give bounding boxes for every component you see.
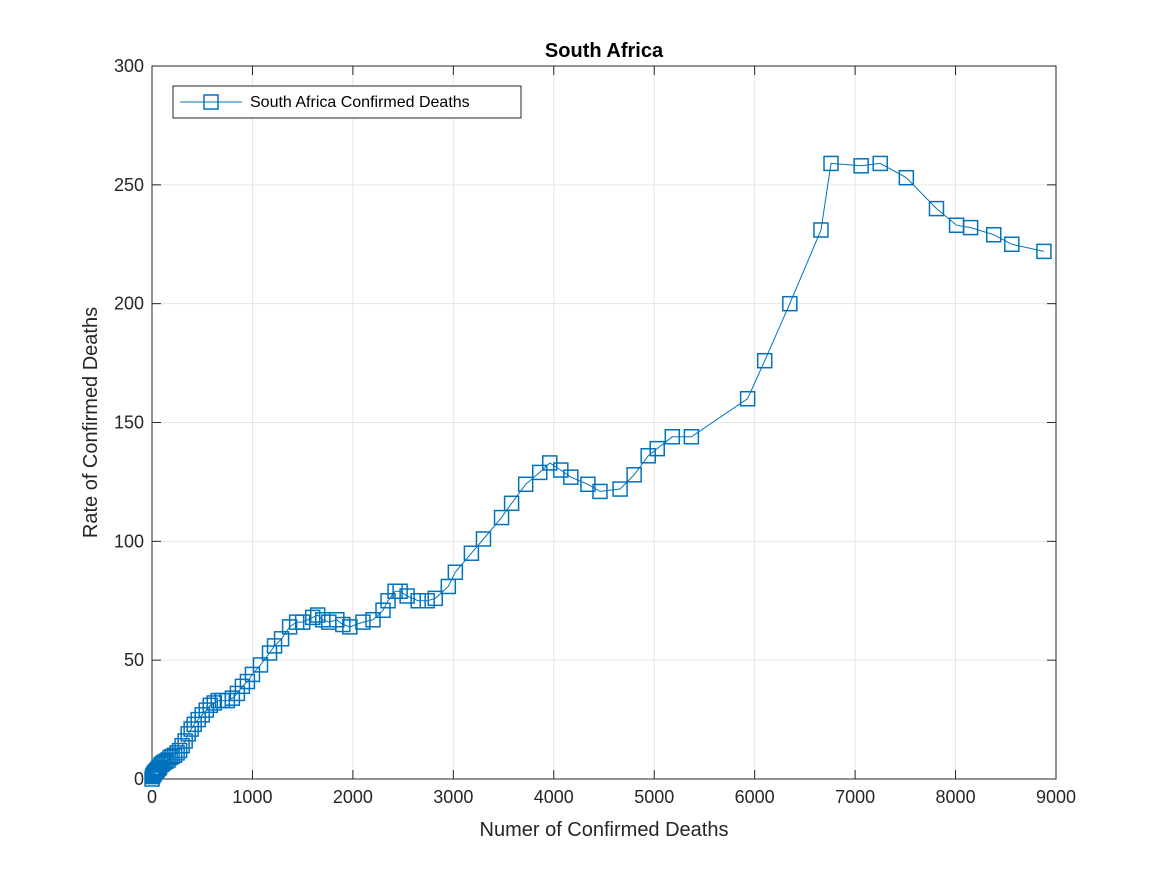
data-point-marker [612, 481, 628, 497]
data-point-marker [365, 612, 381, 628]
x-tick-label: 1000 [232, 787, 272, 807]
data-point-marker [683, 429, 700, 445]
data-point-marker [234, 678, 251, 695]
data-point-marker [563, 469, 579, 485]
data-point-marker [447, 564, 464, 580]
x-tick-label: 5000 [634, 787, 674, 807]
y-axis-label: Rate of Confirmed Deaths [80, 307, 102, 538]
data-point-marker [962, 219, 979, 236]
data-point-marker [928, 200, 945, 217]
x-tick-label: 7000 [835, 787, 875, 807]
y-tick-label: 50 [124, 650, 144, 670]
data-point-marker [410, 593, 426, 609]
data-point-marker [174, 737, 190, 754]
data-point-marker [664, 429, 681, 445]
data-point-marker [224, 690, 241, 706]
data-point-marker [898, 169, 915, 186]
x-tick-label: 4000 [534, 787, 574, 807]
x-tick-label: 2000 [333, 787, 373, 807]
x-tick-label: 3000 [433, 787, 473, 807]
x-axis-label: Numer of Confirmed Deaths [480, 819, 729, 841]
data-point-marker [294, 614, 311, 630]
legend-square-marker-icon [203, 94, 219, 110]
data-point-marker [252, 657, 269, 673]
data-point-marker [190, 711, 206, 728]
data-point-marker [419, 593, 435, 609]
x-tick-label: 8000 [936, 787, 976, 807]
data-point-marker [592, 483, 608, 500]
series-layer [144, 155, 1052, 787]
data-point-marker [171, 742, 188, 759]
y-tick-label: 300 [114, 56, 144, 76]
data-point-marker [194, 707, 210, 723]
data-point-marker [427, 590, 444, 607]
x-tick-label: 9000 [1036, 787, 1076, 807]
data-point-marker [304, 609, 321, 626]
data-point-marker [1004, 236, 1020, 252]
data-point-marker [202, 697, 219, 714]
data-point-marker [782, 295, 798, 312]
data-point-marker [342, 619, 358, 635]
data-point-marker [517, 476, 534, 493]
y-tick-label: 250 [114, 175, 144, 195]
data-point-marker [475, 531, 492, 547]
data-point-marker [399, 588, 415, 604]
data-point-marker [756, 352, 773, 369]
data-point-marker [531, 464, 548, 481]
data-point-marker [206, 695, 223, 711]
data-point-marker [626, 467, 642, 483]
data-point-marker [985, 226, 1002, 243]
y-tick-label: 150 [114, 413, 144, 433]
legend-entry-label: South Africa Confirmed Deaths [250, 94, 470, 111]
axis-ticks: 0 1000 2000 3000 4000 5000 6000 7000 8000 9000 0 50… [114, 56, 1076, 807]
x-tick-label: 6000 [735, 787, 775, 807]
data-point-marker [739, 390, 756, 407]
data-point-marker [186, 716, 202, 733]
data-point-marker [649, 440, 665, 457]
data-point-marker [853, 158, 869, 174]
data-point-marker [503, 495, 520, 512]
chart-title: South Africa [545, 40, 664, 62]
data-point-marker [823, 155, 839, 172]
data-point-marker [463, 545, 480, 561]
y-tick-label: 200 [114, 294, 144, 314]
data-point-marker [493, 509, 510, 526]
data-point-marker [872, 155, 888, 172]
y-tick-label: 100 [114, 531, 144, 551]
data-point-marker [244, 666, 261, 683]
data-point-marker [1036, 243, 1052, 260]
data-point-marker [180, 726, 196, 742]
x-tick-label: 0 [147, 787, 157, 807]
data-point-marker [158, 753, 174, 769]
data-point-marker [375, 602, 391, 619]
data-point-marker [355, 614, 371, 630]
legend: South Africa Confirmed Deaths [172, 85, 522, 119]
data-point-marker [273, 631, 290, 647]
data-point-marker [813, 222, 829, 238]
y-tick-label: 0 [134, 769, 144, 789]
